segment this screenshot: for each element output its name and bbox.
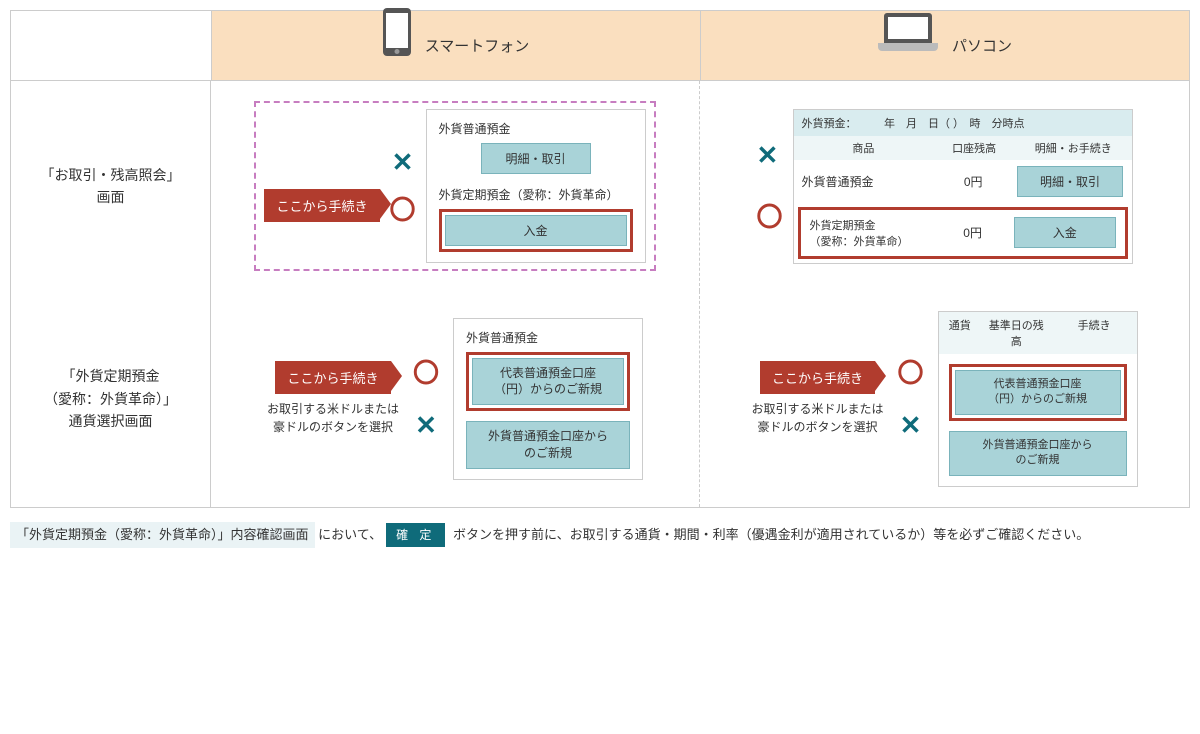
pc2-redbox: 代表普通預金口座 （円）からのご新規	[949, 364, 1127, 421]
mark-x-pc2: ✕	[900, 412, 922, 438]
ribbon-pc2: ここから手続き	[760, 361, 875, 394]
sp2-sub: お取引する米ドルまたは 豪ドルのボタンを選択	[267, 400, 399, 436]
pc2-sub: お取引する米ドルまたは 豪ドルのボタンを選択	[751, 400, 883, 436]
pc1-col2: 口座残高	[933, 136, 1015, 160]
sp1-term-title: 外貨定期預金（愛称：外貨革命）	[439, 186, 633, 203]
note-t2: ボタンを押す前に、お取引する通貨・期間・利率（優遇金利が適用されているか）等を必…	[449, 527, 1089, 542]
pc1-redbox: 外貨定期預金 （愛称：外貨革命） 0円 入金	[798, 207, 1128, 259]
mark-x-sp2: ✕	[415, 412, 437, 438]
pc1-r1-bal: 0円	[936, 173, 1011, 190]
pc1-colheaders: 商品 口座残高 明細・お手続き	[794, 136, 1132, 160]
header-blank	[11, 11, 211, 81]
ribbon-sp2: ここから手続き	[275, 361, 390, 394]
sp2-panel: 外貨普通預金 代表普通預金口座 （円）からのご新規 外貨普通預金口座から のご新…	[453, 318, 643, 480]
sp2-title: 外貨普通預金	[466, 329, 630, 346]
row1-sp-cell: ここから手続き ✕ 〇 外貨普通預金 明細・取引 外貨定期預金（愛称：外貨革命）…	[211, 81, 700, 291]
pc1-row1: 外貨普通預金 0円 明細・取引	[794, 160, 1132, 203]
row2-pc-cell: ここから手続き お取引する米ドルまたは 豪ドルのボタンを選択 〇 ✕ 通貨 基準…	[700, 291, 1189, 507]
mark-o-pc1: 〇	[756, 204, 782, 230]
pc1-r1-name: 外貨普通預金	[802, 173, 930, 190]
row2-sp-cell: ここから手続き お取引する米ドルまたは 豪ドルのボタンを選択 〇 ✕ 外貨普通預…	[211, 291, 700, 507]
pc2-btn1[interactable]: 代表普通預金口座 （円）からのご新規	[955, 370, 1121, 415]
mark-x-sp1: ✕	[392, 149, 414, 175]
mark-o-sp1: 〇	[390, 197, 416, 223]
note-confirm-btn: 確 定	[386, 523, 445, 547]
pc1-panel: 外貨預金： 年 月 日（ ） 時 分時点 商品 口座残高 明細・お手続き 外貨普…	[793, 109, 1133, 264]
sp1-term-btn[interactable]: 入金	[445, 215, 627, 246]
mark-o-sp2: 〇	[413, 360, 439, 386]
pc2-h2: 基準日の残高	[981, 312, 1052, 354]
smartphone-icon	[383, 8, 411, 56]
ribbon-sp1: ここから手続き	[264, 189, 379, 222]
comparison-table: スマートフォン パソコン 「お取引・残高照会」 画面 ここから手続き ✕ 〇 外…	[10, 10, 1190, 508]
sp1-ord-btn[interactable]: 明細・取引	[481, 143, 591, 174]
note-t1: において、	[315, 527, 383, 542]
header-sp-label: スマートフォン	[425, 35, 530, 56]
pc1-r2-bal: 0円	[937, 224, 1008, 241]
row1-label: 「お取引・残高照会」 画面	[11, 81, 211, 291]
pc1-r2-btn[interactable]: 入金	[1014, 217, 1115, 248]
sp2-btn1[interactable]: 代表普通預金口座 （円）からのご新規	[472, 358, 624, 406]
pc2-panel: 通貨 基準日の残高 手続き 代表普通預金口座 （円）からのご新規 外貨普通預金口…	[938, 311, 1138, 487]
header-pc-label: パソコン	[952, 35, 1012, 56]
sp1-redbox: 入金	[439, 209, 633, 252]
sp1-ord-title: 外貨普通預金	[439, 120, 633, 137]
sp1-callout: ここから手続き ✕ 〇 外貨普通預金 明細・取引 外貨定期預金（愛称：外貨革命）…	[254, 101, 655, 271]
header-smartphone: スマートフォン	[211, 11, 700, 81]
pc1-r2-name: 外貨定期預金 （愛称：外貨革命）	[810, 217, 932, 249]
note-box: 「外貨定期預金（愛称：外貨革命）」内容確認画面	[10, 522, 315, 548]
pc2-h1: 通貨	[939, 312, 981, 354]
pc1-col3: 明細・お手続き	[1015, 136, 1132, 160]
mark-x-pc1: ✕	[756, 142, 782, 168]
pc2-btn2[interactable]: 外貨普通預金口座から のご新規	[949, 431, 1127, 476]
pc1-col1: 商品	[794, 136, 934, 160]
pc1-headline: 外貨預金： 年 月 日（ ） 時 分時点	[794, 110, 1132, 136]
footer-note: 「外貨定期預金（愛称：外貨革命）」内容確認画面 において、確 定 ボタンを押す前…	[10, 522, 1190, 548]
pc2-h3: 手続き	[1052, 312, 1137, 354]
sp2-btn2[interactable]: 外貨普通預金口座から のご新規	[466, 421, 630, 469]
laptop-icon	[878, 13, 938, 55]
header-pc: パソコン	[700, 11, 1189, 81]
pc1-r1-btn[interactable]: 明細・取引	[1017, 166, 1124, 197]
row2-label: 「外貨定期預金 （愛称：外貨革命）」 通貨選択画面	[11, 291, 211, 507]
mark-o-pc2: 〇	[898, 360, 924, 386]
sp2-redbox: 代表普通預金口座 （円）からのご新規	[466, 352, 630, 412]
row1-pc-cell: ✕ 〇 外貨預金： 年 月 日（ ） 時 分時点 商品 口座残高 明細・お手続き…	[700, 81, 1189, 291]
sp1-panel: 外貨普通預金 明細・取引 外貨定期預金（愛称：外貨革命） 入金	[426, 109, 646, 263]
